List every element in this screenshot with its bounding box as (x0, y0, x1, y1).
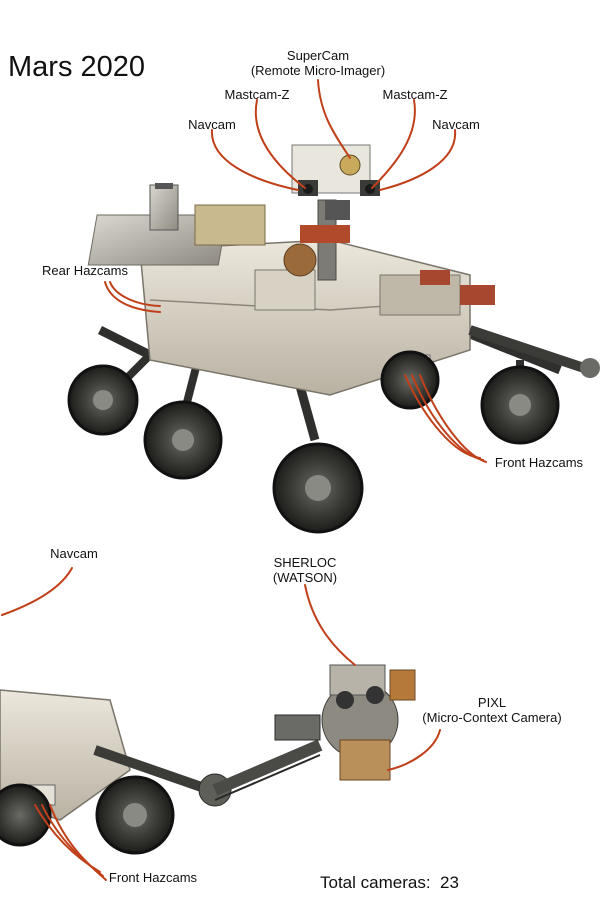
total-cameras-label: Total cameras: (320, 873, 431, 892)
label-navcam-bottom: Navcam (50, 546, 98, 561)
label-rear-hazcams: Rear Hazcams (42, 263, 128, 278)
label-front-hazcams-top: Front Hazcams (494, 455, 584, 470)
label-sherloc-line1: SHERLOC (273, 555, 337, 570)
wheel-rear-left (67, 364, 139, 436)
label-mastcam-left: Mastcam-Z (224, 87, 290, 102)
total-cameras-value: 23 (440, 873, 459, 892)
label-navcam-left: Navcam (188, 117, 236, 132)
rover-top-view (67, 144, 600, 534)
label-supercam: SuperCam (Remote Micro-Imager) (236, 48, 400, 78)
arm-turret (274, 664, 416, 781)
wheel-front-left (272, 442, 364, 534)
label-pixl-line1: PIXL (477, 695, 507, 710)
leader-mastcam-right (371, 99, 416, 189)
label-sherloc: SHERLOC (WATSON) (255, 555, 355, 585)
label-mastcam-right: Mastcam-Z (382, 87, 448, 102)
diagram-title: Mars 2020 (8, 51, 146, 83)
leader-lines (1, 79, 487, 881)
total-cameras: Total cameras: 23 (320, 873, 459, 893)
rover-bottom-view (0, 664, 416, 855)
label-front-hazcams-bottom: Front Hazcams (108, 870, 198, 885)
wheel-bottom-front (95, 775, 175, 855)
leader-front-hazcams-3 (419, 374, 487, 463)
wheel-rear-right (380, 350, 440, 410)
leader-rear-hazcams-2 (109, 281, 161, 307)
leader-sherloc (304, 584, 356, 666)
leader-navcam-bottom (1, 567, 73, 616)
leader-front-hazcams-bottom-3 (49, 804, 107, 881)
wheel-mid-left (143, 400, 223, 480)
leader-mastcam-left (254, 99, 306, 189)
label-pixl: PIXL (Micro-Context Camera) (412, 695, 572, 725)
wheel-front-right (480, 365, 560, 445)
leader-navcam-right (379, 129, 457, 191)
label-pixl-line2: (Micro-Context Camera) (422, 710, 562, 725)
wheel-bottom-rear (0, 783, 52, 847)
leader-supercam (317, 79, 351, 159)
label-navcam-right: Navcam (432, 117, 480, 132)
leader-pixl (387, 729, 441, 771)
label-supercam-line1: SuperCam (286, 48, 350, 63)
label-sherloc-line2: (WATSON) (272, 570, 338, 585)
leader-navcam-left (210, 129, 299, 191)
label-supercam-line2: (Remote Micro-Imager) (250, 63, 386, 78)
leader-rear-hazcams-1 (104, 281, 161, 313)
